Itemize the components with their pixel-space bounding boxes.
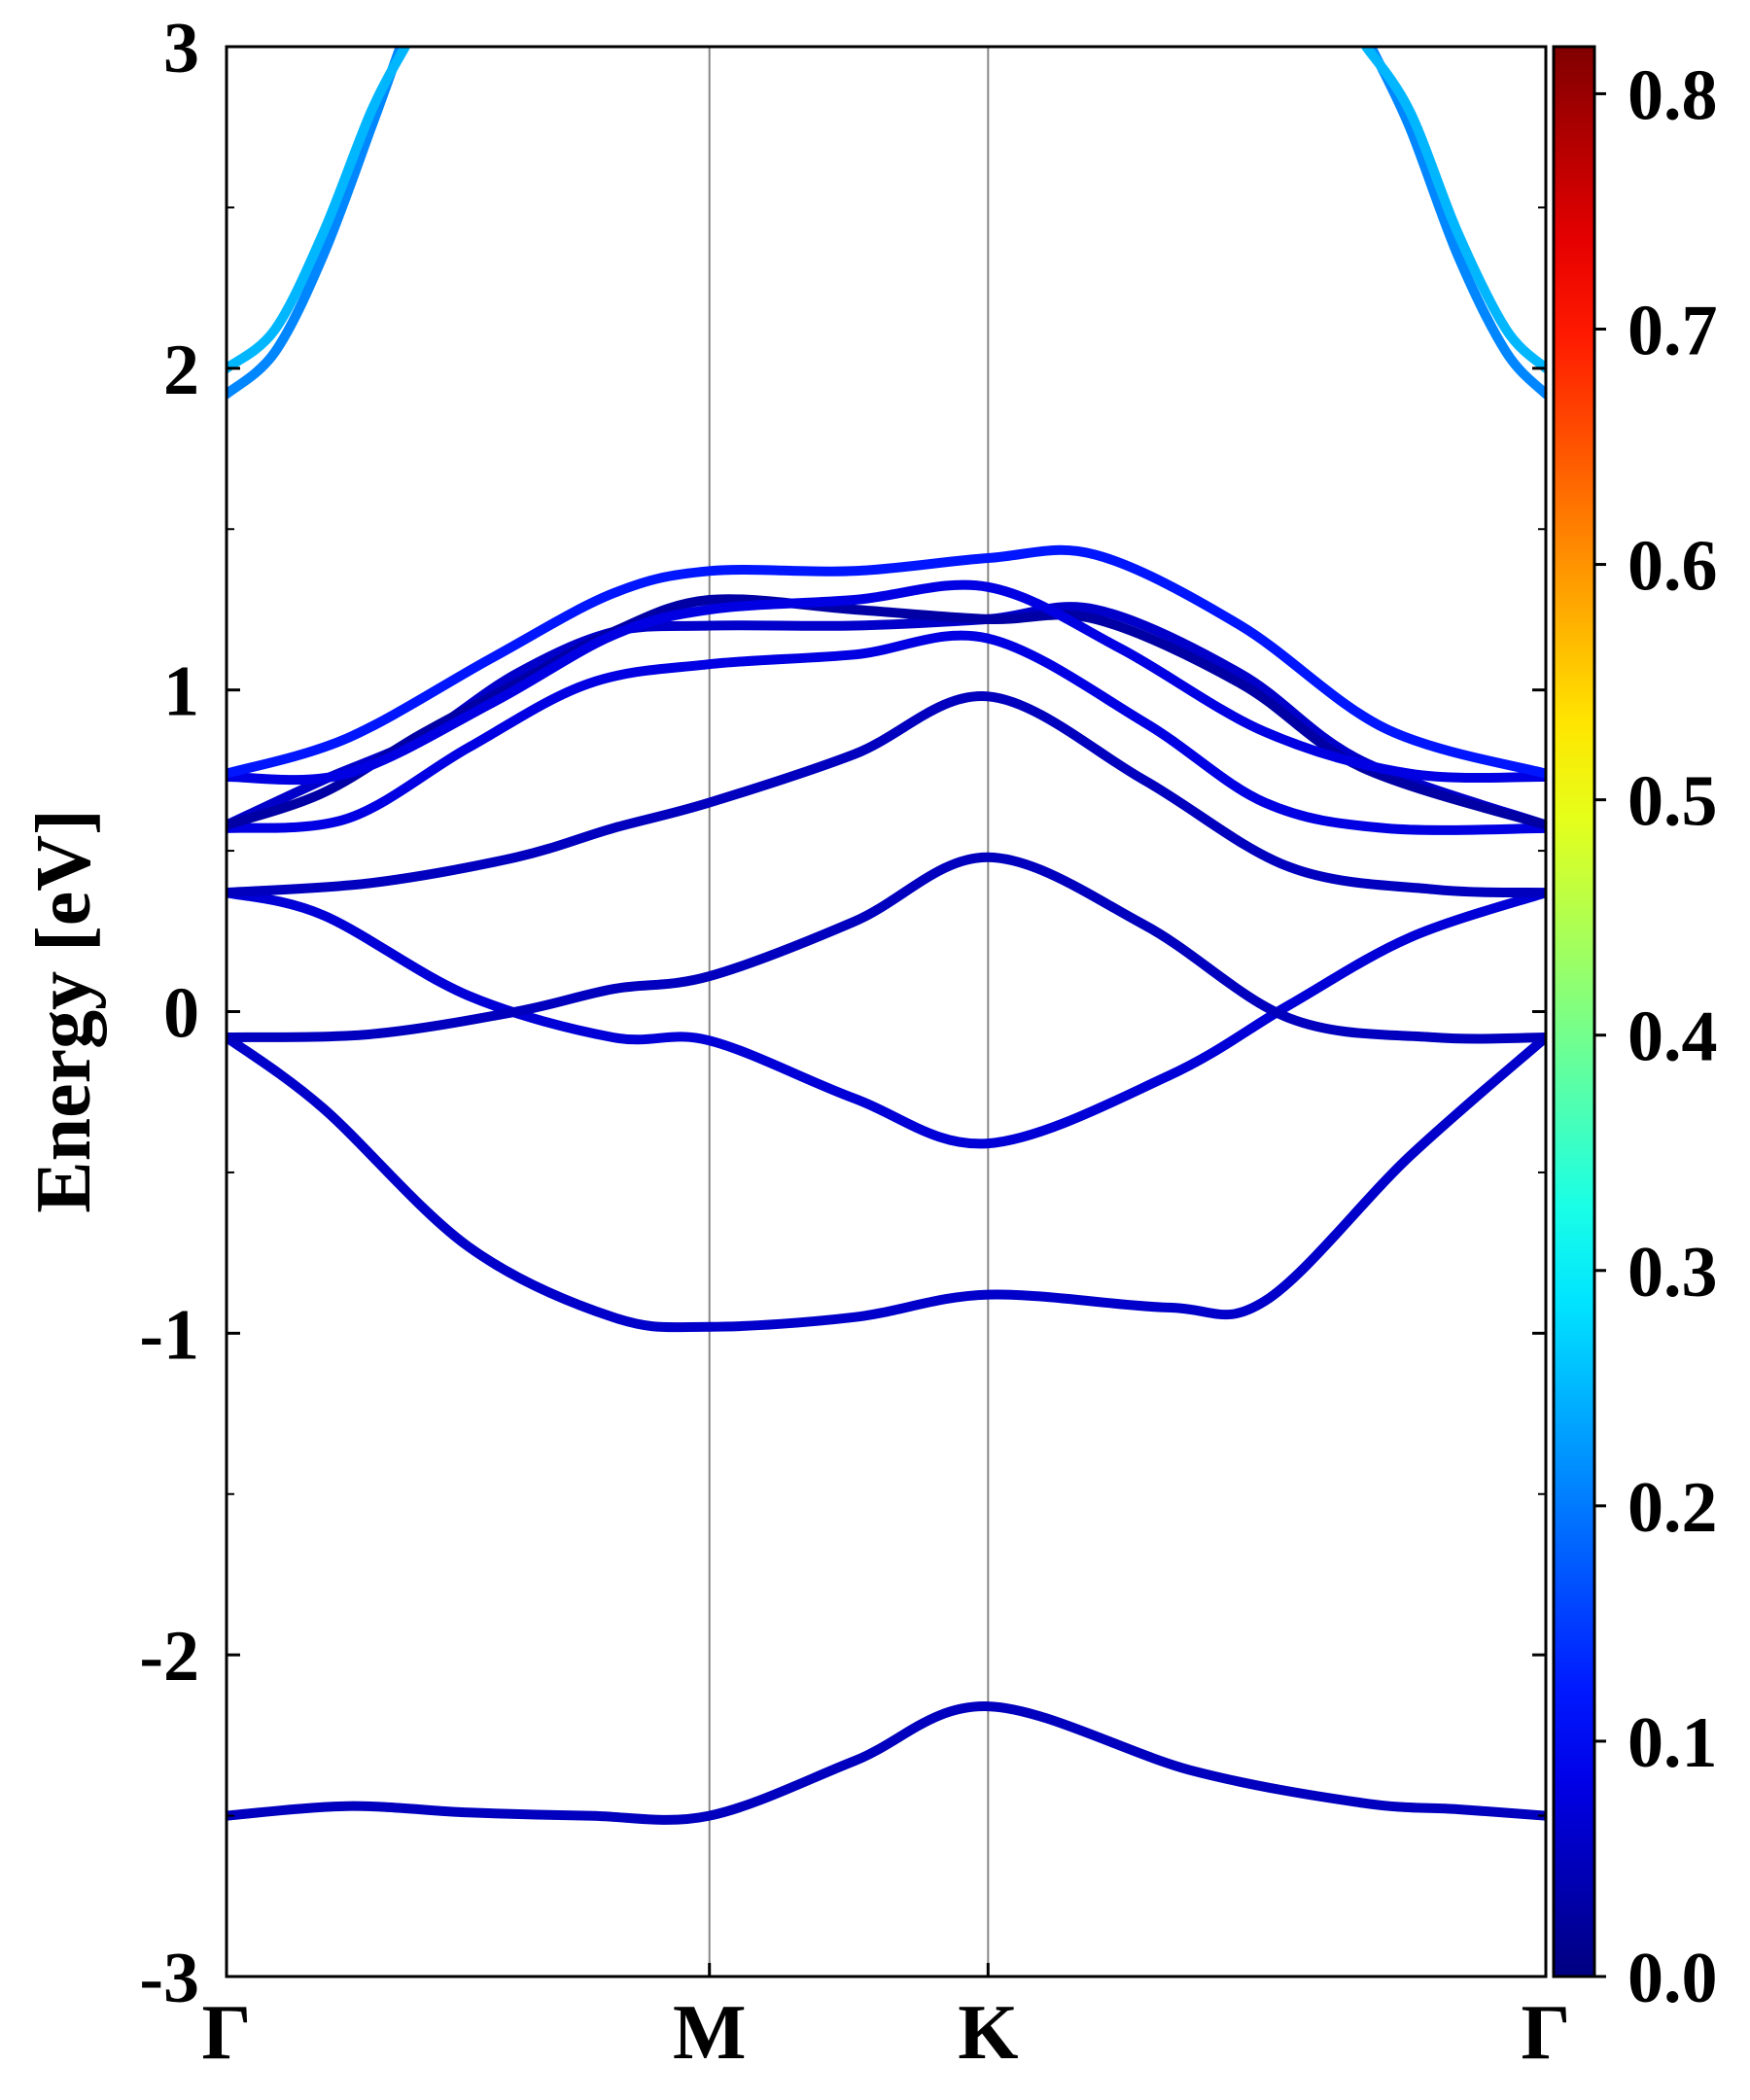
band-line [227,579,1546,786]
band-line [227,594,1546,830]
k-point-label: Γ [202,1990,252,2076]
band-line [227,852,1546,1044]
band-line [1361,47,1546,373]
y-tick-label: -2 [139,1617,199,1697]
plot-frame [225,45,1548,1978]
band-line [1366,47,1546,400]
colorbar-tick-label: 0.8 [1628,55,1718,135]
band-line [227,1701,1546,1825]
y-tick-label: 3 [163,9,199,88]
colorbar-gradient [1552,45,1596,1978]
colorbar-tick-label: 0.7 [1628,291,1718,370]
band-line [227,544,1546,779]
y-tick-label: 2 [163,331,199,410]
k-point-label: Γ [1522,1990,1571,2076]
band-line [227,47,410,373]
colorbar-tick-label: 0.0 [1628,1939,1718,2018]
y-axis-title: Energy [eV] [21,809,107,1212]
y-tick-label: -1 [139,1295,199,1375]
band-line [227,602,1546,830]
colorbar: 0.0 0.1 0.2 0.3 0.4 0.5 0.6 0.7 0.8 [1552,45,1718,2018]
band-line [227,1032,1546,1333]
colorbar-tick-label: 0.1 [1628,1703,1718,1783]
k-point-label: K [958,1990,1018,2076]
colorbar-tick-label: 0.4 [1628,998,1718,1077]
colorbar-tick-label: 0.3 [1628,1233,1718,1312]
y-axis: -3 -2 -1 0 1 2 3 [139,9,1546,2018]
band-line [227,630,1546,835]
y-tick-label: 0 [163,974,199,1054]
colorbar-tick-label: 0.2 [1628,1468,1718,1548]
band-line [227,691,1546,898]
band-line [227,888,1546,1149]
colorbar-tick-label: 0.6 [1628,527,1718,607]
y-tick-label: -3 [139,1939,199,2018]
k-point-dividers [708,47,990,1977]
k-point-label: M [673,1990,747,2076]
y-tick-label: 1 [163,652,199,732]
band-lines [227,47,1546,1825]
colorbar-tick-label: 0.5 [1628,762,1718,842]
